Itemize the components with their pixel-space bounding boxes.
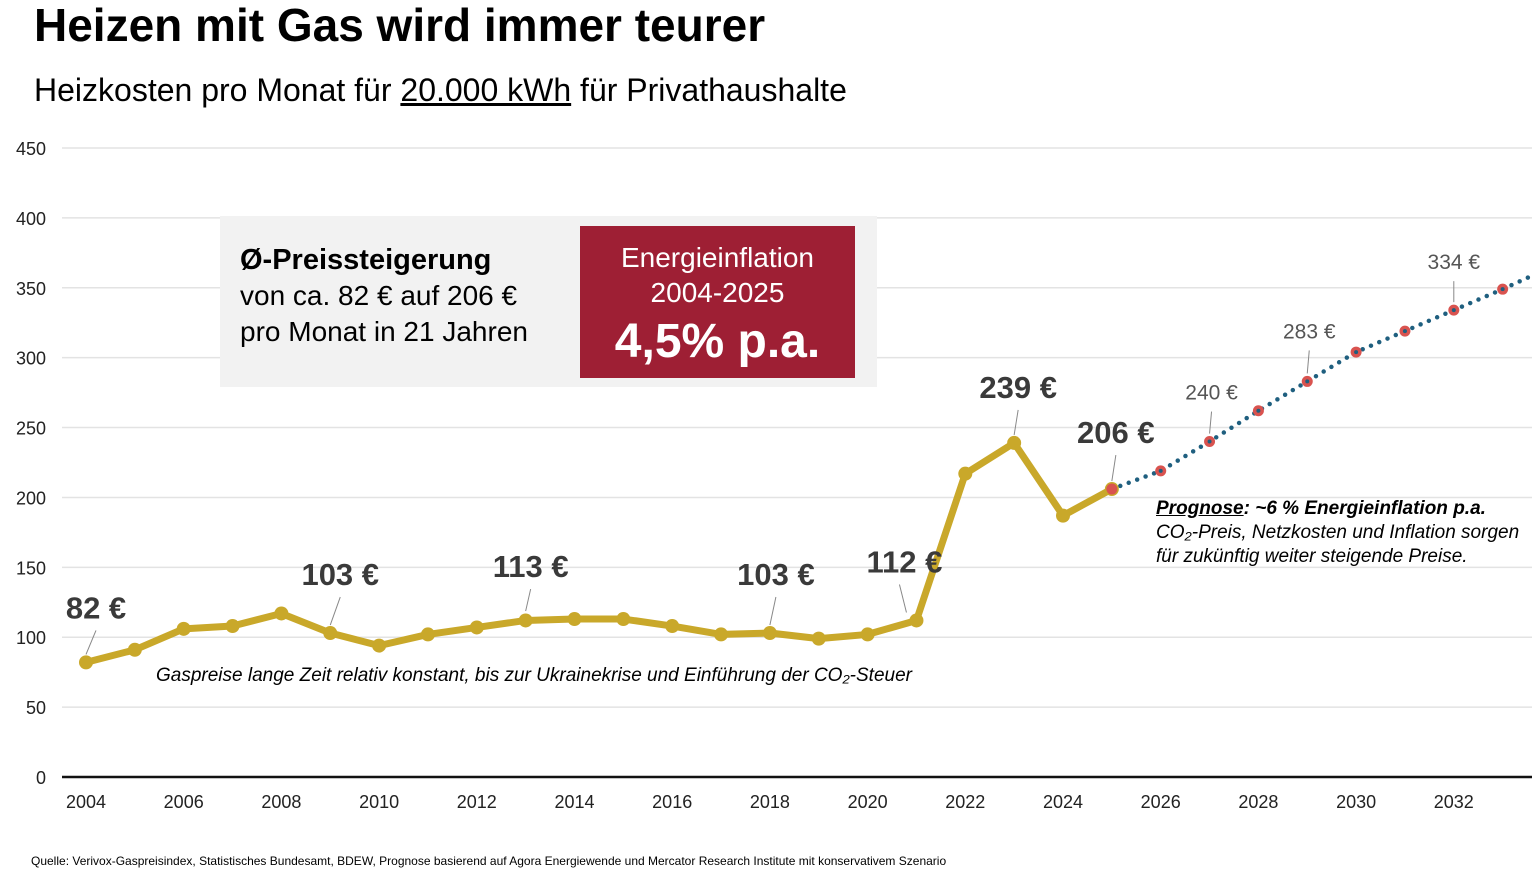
history-point: [714, 627, 729, 642]
y-tick-label: 50: [26, 698, 46, 718]
inflation-line2: 2004-2025: [650, 277, 785, 308]
label-leader: [769, 596, 777, 626]
history-point: [79, 655, 93, 670]
history-point: [1007, 435, 1022, 450]
label-leader: [1013, 409, 1019, 436]
label-leader: [85, 630, 97, 655]
label-leader: [525, 588, 532, 612]
label-leader: [1111, 454, 1117, 482]
label-leader: [898, 584, 907, 613]
x-tick-label: 2026: [1141, 792, 1181, 812]
data-label: 112 €: [867, 544, 943, 579]
forecast-point-center: [1354, 350, 1359, 355]
forecast-point-center: [1207, 439, 1212, 444]
label-leader: [329, 596, 341, 626]
y-tick-label: 400: [16, 209, 46, 229]
forecast-heading-link: Prognose: [1156, 498, 1244, 519]
forecast-start-point: [1106, 483, 1118, 495]
info-box: Ø-Preissteigerung von ca. 82 € auf 206 €…: [220, 216, 877, 387]
y-tick-label: 200: [16, 488, 46, 508]
inflation-value: 4,5% p.a.: [614, 315, 821, 368]
history-point: [616, 612, 631, 627]
data-label: 113 €: [493, 549, 569, 584]
history-point: [567, 612, 582, 627]
history-point: [958, 466, 973, 481]
history-point: [762, 626, 777, 641]
y-tick-label: 100: [16, 628, 46, 648]
page-title: Heizen mit Gas wird immer teurer: [34, 0, 766, 51]
subtitle-unit: 20.000 kWh: [400, 72, 572, 108]
history-note: Gaspreise lange Zeit relativ konstant, b…: [156, 665, 912, 686]
subtitle-pre: Heizkosten pro Monat für: [34, 72, 401, 108]
x-tick-label: 2022: [945, 792, 985, 812]
y-tick-label: 350: [16, 279, 46, 299]
history-point: [372, 638, 387, 653]
history-point: [127, 642, 142, 657]
label-leader: [1306, 350, 1310, 374]
forecast-point-center: [1451, 308, 1456, 313]
history-point: [811, 631, 826, 646]
subtitle-post: für Privathaushalte: [571, 72, 847, 108]
x-tick-label: 2018: [750, 792, 790, 812]
y-tick-label: 450: [16, 139, 46, 159]
data-label: 103 €: [301, 557, 379, 592]
data-label: 206 €: [1077, 415, 1155, 450]
data-label: 334 €: [1428, 251, 1481, 274]
x-tick-label: 2032: [1434, 792, 1474, 812]
x-tick-label: 2020: [848, 792, 888, 812]
x-tick-label: 2030: [1336, 792, 1376, 812]
forecast-line: [1109, 273, 1532, 492]
source-note: Quelle: Verivox-Gaspreisindex, Statistis…: [31, 854, 947, 868]
info-line2: von ca. 82 € auf 206 €: [240, 280, 518, 311]
x-tick-label: 2010: [359, 792, 399, 812]
x-tick-label: 2008: [261, 792, 301, 812]
history-point: [860, 627, 875, 642]
x-tick-label: 2006: [164, 792, 204, 812]
forecast-point-center: [1305, 379, 1310, 384]
label-leader: [1209, 411, 1213, 434]
data-label: 240 €: [1185, 382, 1238, 405]
history-point: [225, 619, 240, 634]
y-tick-label: 250: [16, 419, 46, 439]
y-tick-label: 0: [36, 768, 46, 788]
history-point: [274, 606, 289, 621]
data-label: 239 €: [979, 370, 1057, 405]
info-line3: pro Monat in 21 Jahren: [240, 316, 528, 347]
history-point: [518, 613, 533, 628]
forecast-point-center: [1256, 408, 1261, 413]
history-point: [1056, 508, 1070, 523]
y-tick-label: 150: [16, 558, 46, 578]
history-point: [323, 626, 338, 641]
data-label: 283 €: [1283, 320, 1336, 343]
x-tick-label: 2004: [66, 792, 106, 812]
inflation-line1: Energieinflation: [620, 242, 815, 273]
history-point: [420, 627, 435, 642]
y-tick-label: 300: [16, 349, 46, 369]
forecast-line2: CO₂-Preis, Netzkosten und Inflation sorg…: [1156, 522, 1520, 543]
history-line: [85, 439, 1114, 666]
x-tick-label: 2014: [554, 792, 594, 812]
data-label: 103 €: [737, 557, 815, 592]
history-point: [176, 621, 191, 636]
x-tick-label: 2012: [457, 792, 497, 812]
forecast-line3: für zukünftig weiter steigende Preise.: [1156, 546, 1468, 567]
history-point: [909, 613, 924, 628]
history-point: [469, 620, 484, 635]
chart-subtitle: Heizkosten pro Monat für 20.000 kWh für …: [34, 72, 847, 109]
x-tick-label: 2024: [1043, 792, 1083, 812]
forecast-heading: : ~6 % Energieinflation p.a.: [1243, 498, 1486, 519]
info-text: Ø-Preissteigerung von ca. 82 € auf 206 €…: [240, 242, 528, 350]
history-point: [665, 619, 680, 634]
info-heading: Ø-Preissteigerung: [240, 244, 492, 276]
forecast-point-center: [1158, 468, 1163, 473]
forecast-point-center: [1402, 329, 1407, 334]
data-label: 82 €: [66, 590, 126, 625]
x-tick-label: 2016: [652, 792, 692, 812]
inflation-box: Energieinflation 2004-2025 4,5% p.a.: [580, 226, 855, 378]
x-tick-label: 2028: [1238, 792, 1278, 812]
forecast-point-center: [1500, 287, 1505, 292]
forecast-note: Prognose: ~6 % Energieinflation p.a. CO₂…: [1156, 497, 1519, 569]
